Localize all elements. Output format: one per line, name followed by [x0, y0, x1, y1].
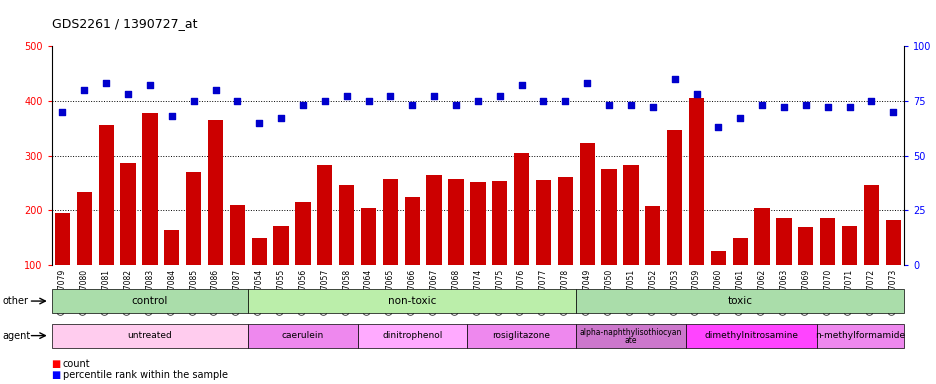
Point [164, 113, 179, 119]
Bar [229, 205, 244, 320]
Bar [185, 172, 201, 320]
Point [339, 93, 354, 99]
Bar [885, 220, 900, 320]
Point [360, 98, 375, 104]
Point [491, 93, 506, 99]
Bar [732, 238, 747, 320]
Bar [601, 169, 616, 320]
Point [710, 124, 725, 130]
Text: toxic: toxic [727, 296, 752, 306]
Point [753, 102, 768, 108]
Bar [98, 126, 114, 320]
Point [863, 98, 878, 104]
Point [688, 91, 703, 97]
Text: percentile rank within the sample: percentile rank within the sample [63, 370, 227, 380]
Bar [513, 153, 529, 320]
Point [77, 87, 92, 93]
Point [295, 102, 310, 108]
Bar [491, 181, 506, 320]
Text: count: count [63, 359, 90, 369]
Text: GDS2261 / 1390727_at: GDS2261 / 1390727_at [51, 17, 197, 30]
Point [404, 102, 419, 108]
Point [797, 102, 812, 108]
Bar [316, 165, 332, 320]
Text: untreated: untreated [127, 331, 172, 340]
Bar [273, 225, 288, 320]
Bar [120, 163, 136, 320]
Text: n-methylformamide: n-methylformamide [814, 331, 904, 340]
Bar [208, 120, 223, 320]
Point [732, 115, 747, 121]
Text: caerulein: caerulein [282, 331, 324, 340]
Text: alpha-naphthylisothiocyan: alpha-naphthylisothiocyan [579, 328, 681, 337]
Point [470, 98, 485, 104]
Bar [77, 192, 92, 320]
Text: rosiglitazone: rosiglitazone [492, 331, 550, 340]
Point [426, 93, 441, 99]
Point [317, 98, 332, 104]
Bar [295, 202, 310, 320]
Point [273, 115, 288, 121]
Bar [470, 182, 485, 320]
Point [186, 98, 201, 104]
Bar [251, 238, 267, 320]
Bar [535, 180, 550, 320]
Bar [819, 218, 835, 320]
Point [645, 104, 660, 111]
Bar [622, 166, 637, 320]
Point [535, 98, 550, 104]
Bar [709, 251, 725, 320]
Text: ■: ■ [51, 370, 61, 380]
Text: ate: ate [624, 336, 636, 345]
Text: non-toxic: non-toxic [388, 296, 436, 306]
Point [121, 91, 136, 97]
Bar [841, 225, 856, 320]
Bar [753, 207, 768, 320]
Point [885, 109, 899, 115]
Bar [404, 197, 419, 320]
Bar [360, 207, 375, 320]
Point [514, 83, 529, 89]
Bar [863, 185, 878, 320]
Bar [557, 177, 572, 320]
Text: ■: ■ [51, 359, 61, 369]
Bar [578, 144, 594, 320]
Point [208, 87, 223, 93]
Bar [775, 218, 791, 320]
Text: agent: agent [3, 331, 31, 341]
Bar [142, 113, 157, 320]
Point [666, 76, 681, 82]
Bar [339, 185, 354, 320]
Point [622, 102, 637, 108]
Bar [54, 213, 70, 320]
Point [557, 98, 572, 104]
Text: dinitrophenol: dinitrophenol [382, 331, 442, 340]
Point [98, 80, 113, 86]
Bar [447, 179, 463, 320]
Bar [426, 175, 441, 320]
Point [841, 104, 856, 111]
Text: other: other [3, 296, 29, 306]
Point [55, 109, 70, 115]
Point [819, 104, 834, 111]
Bar [164, 230, 180, 320]
Point [601, 102, 616, 108]
Bar [382, 179, 398, 320]
Point [448, 102, 463, 108]
Bar [797, 227, 812, 320]
Text: control: control [132, 296, 168, 306]
Bar [666, 130, 681, 320]
Point [383, 93, 398, 99]
Point [229, 98, 244, 104]
Point [252, 119, 267, 126]
Text: dimethylnitrosamine: dimethylnitrosamine [704, 331, 797, 340]
Point [579, 80, 594, 86]
Bar [644, 206, 660, 320]
Bar [688, 98, 703, 320]
Point [776, 104, 791, 111]
Point [142, 83, 157, 89]
